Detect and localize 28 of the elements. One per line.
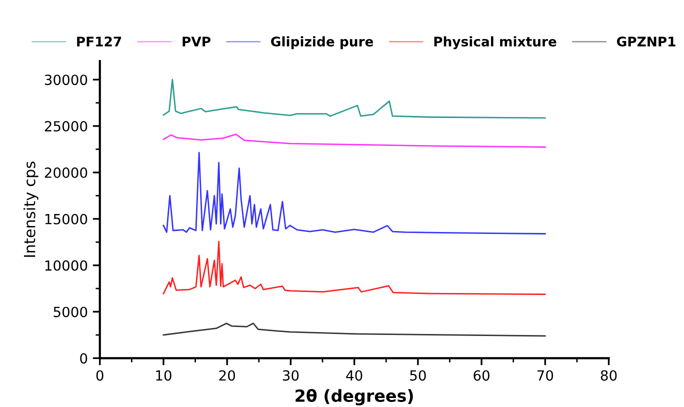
legend-label: Glipizide pure <box>271 36 374 50</box>
line-series <box>162 78 546 119</box>
y-tick-label: 25000 <box>44 121 88 132</box>
y-tick-label: 20000 <box>44 167 88 178</box>
x-tick-label: 70 <box>537 370 554 381</box>
legend-label: PVP <box>182 36 210 46</box>
x-tick-label: 40 <box>346 370 362 381</box>
y-tick-label: 30000 <box>44 74 88 86</box>
legend-label: Physical mixture <box>434 36 556 50</box>
y-tick-label: 5000 <box>54 306 88 318</box>
line-series <box>162 322 546 337</box>
x-axis-title: 2θ (degrees) <box>296 388 413 406</box>
x-tick-label: 30 <box>282 370 299 381</box>
x-tick-label: 10 <box>156 370 172 381</box>
x-tick-label: 60 <box>474 370 490 381</box>
line-series <box>162 152 546 234</box>
y-tick-label: 10000 <box>45 260 88 271</box>
x-tick-label: 0 <box>96 370 104 381</box>
line-series <box>162 240 546 295</box>
x-tick-label: 50 <box>410 370 426 381</box>
legend-label: GPZNP1 <box>616 36 676 47</box>
y-axis-title: Intensity cps <box>24 162 38 257</box>
legend-label: PF127 <box>77 36 122 46</box>
x-tick-label: 80 <box>600 370 617 381</box>
line-series <box>162 134 546 148</box>
y-tick-label: 0 <box>80 353 88 364</box>
x-tick-label: 20 <box>219 370 235 381</box>
y-tick-label: 15000 <box>45 214 88 224</box>
